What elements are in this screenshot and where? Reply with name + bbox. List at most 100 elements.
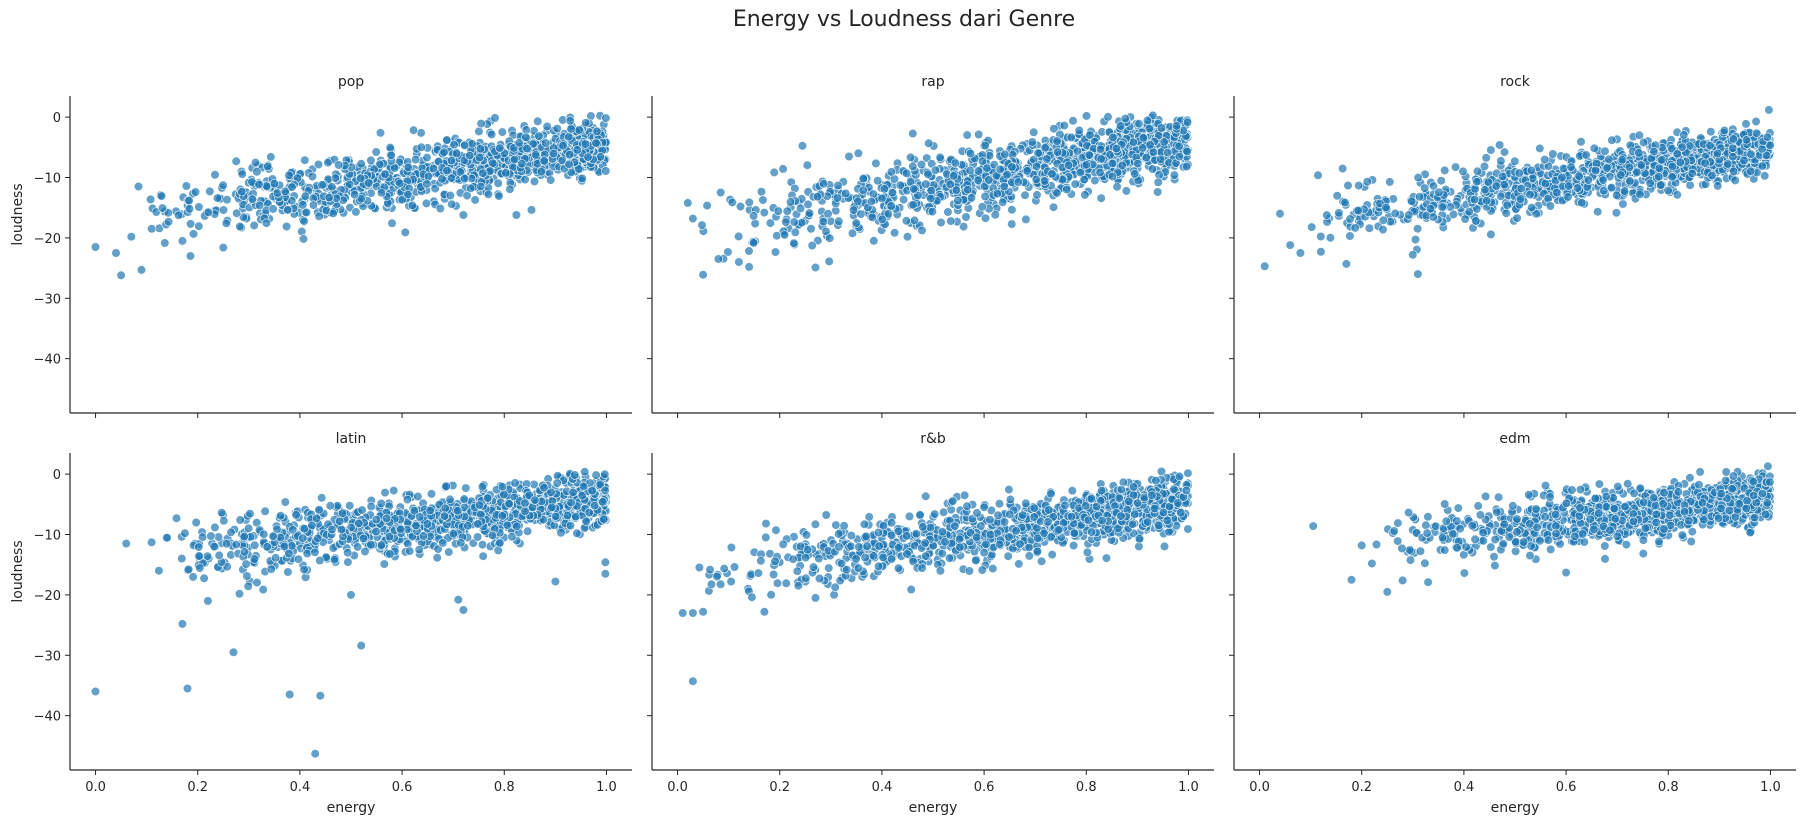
- data-point: [583, 152, 593, 162]
- data-point: [773, 206, 783, 216]
- data-point: [199, 573, 209, 583]
- x-tick-label: 0.8: [494, 780, 515, 795]
- data-point: [317, 493, 327, 503]
- data-point: [261, 218, 272, 228]
- panel-title: pop: [338, 74, 364, 90]
- data-point: [1316, 231, 1326, 242]
- data-point: [833, 180, 843, 191]
- data-point: [422, 153, 432, 163]
- data-point: [1128, 137, 1138, 147]
- data-point: [1705, 141, 1715, 151]
- data-point: [1007, 205, 1017, 215]
- data-point: [530, 495, 540, 505]
- data-point: [1345, 214, 1355, 224]
- data-point: [249, 554, 260, 564]
- data-point: [1757, 144, 1767, 154]
- data-point: [245, 509, 255, 519]
- data-point: [963, 185, 973, 195]
- data-point: [1031, 161, 1042, 171]
- data-point: [1638, 137, 1649, 148]
- data-point: [590, 501, 600, 511]
- data-point: [1469, 195, 1480, 205]
- data-point: [600, 569, 611, 579]
- y-tick-label: −10: [34, 529, 61, 544]
- data-point: [180, 528, 190, 538]
- data-point: [713, 254, 724, 264]
- data-point: [1618, 199, 1628, 209]
- data-point: [1042, 154, 1052, 164]
- data-point: [356, 640, 366, 651]
- data-point: [1334, 208, 1344, 218]
- data-point: [572, 528, 582, 538]
- data-point: [1687, 168, 1697, 178]
- data-point: [735, 201, 746, 212]
- data-point: [415, 512, 425, 522]
- data-point: [280, 186, 290, 196]
- scatter-points: [90, 111, 611, 280]
- data-point: [495, 538, 505, 548]
- data-point: [314, 211, 324, 221]
- data-point: [293, 554, 304, 564]
- data-point: [541, 138, 551, 148]
- data-point: [829, 590, 839, 600]
- data-point: [1482, 196, 1492, 206]
- data-point: [494, 191, 504, 201]
- data-point: [1052, 136, 1062, 146]
- data-point: [366, 540, 376, 550]
- data-point: [565, 116, 575, 126]
- data-point: [1502, 200, 1512, 210]
- panel-title: latin: [336, 431, 367, 447]
- data-point: [1084, 150, 1094, 160]
- scatter-points: [1260, 105, 1775, 279]
- data-point: [291, 510, 301, 520]
- data-point: [1313, 170, 1323, 180]
- data-point: [1169, 170, 1179, 180]
- data-point: [556, 528, 566, 538]
- data-point: [1096, 193, 1106, 203]
- data-point: [1512, 213, 1522, 223]
- data-point: [184, 196, 194, 206]
- data-point: [209, 541, 219, 552]
- data-point: [262, 542, 272, 552]
- data-point: [534, 131, 544, 141]
- data-point: [1381, 202, 1391, 212]
- data-point: [438, 538, 448, 548]
- data-point: [520, 175, 530, 185]
- data-point: [905, 152, 916, 162]
- data-point: [194, 542, 204, 552]
- y-axis-label: loudness: [10, 540, 26, 602]
- data-point: [463, 521, 473, 531]
- data-point: [497, 482, 508, 492]
- data-point: [1138, 133, 1148, 143]
- data-point: [1657, 155, 1667, 165]
- data-point: [483, 493, 493, 503]
- data-point: [946, 216, 956, 226]
- data-point: [1566, 162, 1576, 172]
- data-point: [298, 234, 309, 244]
- data-point: [818, 217, 829, 227]
- data-point: [995, 164, 1005, 174]
- data-point: [853, 196, 863, 206]
- data-point: [744, 246, 754, 256]
- data-point: [781, 578, 791, 588]
- data-point: [356, 159, 366, 169]
- data-point: [448, 529, 459, 539]
- data-point: [990, 210, 1000, 220]
- data-point: [488, 158, 498, 168]
- data-point: [136, 265, 147, 275]
- data-point: [232, 208, 242, 218]
- data-point: [558, 141, 568, 151]
- data-point: [366, 501, 376, 512]
- data-point: [803, 199, 813, 209]
- data-point: [1645, 178, 1655, 188]
- data-point: [254, 179, 264, 189]
- data-point: [1096, 154, 1106, 164]
- data-point: [441, 481, 451, 491]
- data-point: [1337, 164, 1348, 174]
- data-point: [437, 174, 447, 184]
- data-point: [1525, 190, 1535, 200]
- data-point: [1390, 208, 1400, 218]
- data-point: [252, 577, 262, 588]
- data-point: [948, 171, 959, 181]
- data-point: [1728, 152, 1738, 162]
